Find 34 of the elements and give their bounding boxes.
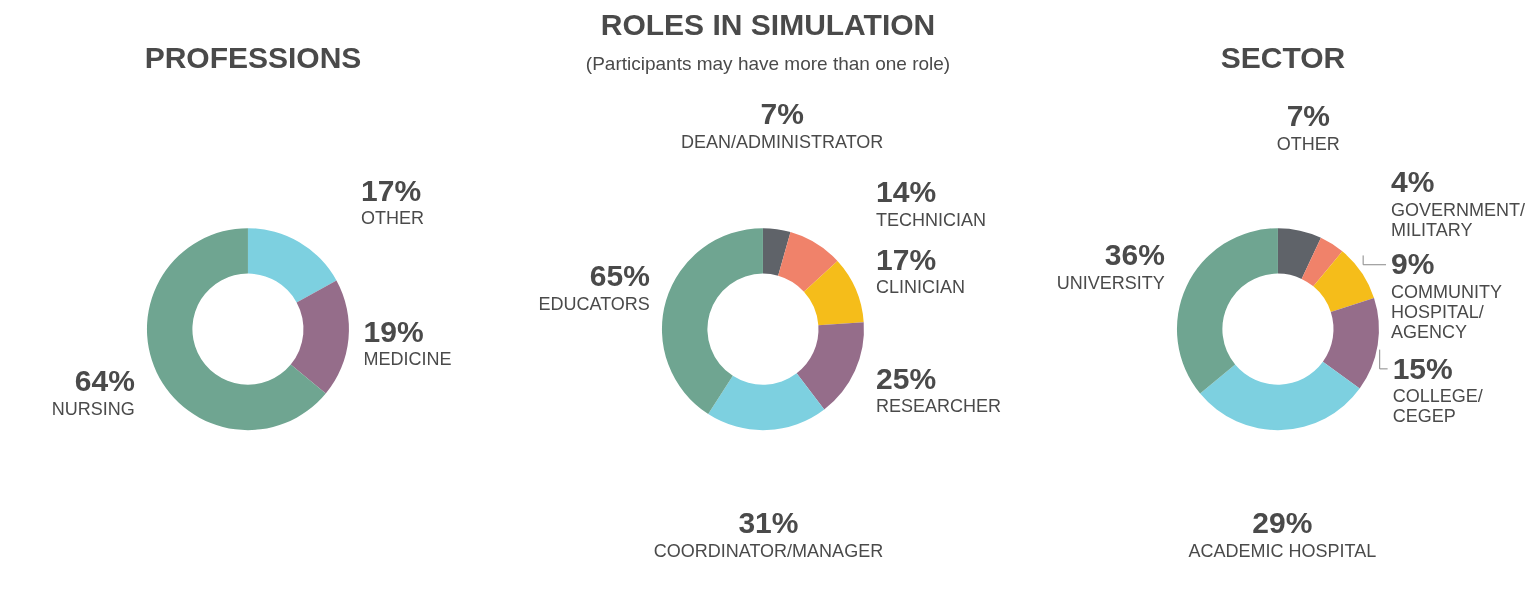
slice-label: NURSING: [51, 398, 135, 419]
slice-label: EDUCATORS: [538, 293, 650, 314]
slice-label: ACADEMIC HOSPITAL: [1188, 541, 1377, 562]
slice-label: TECHNICIAN: [876, 209, 987, 230]
slice-label: COMMUNITY HOSPITAL/ AGENCY: [1391, 282, 1503, 343]
data-label: 29%: [1252, 506, 1313, 540]
slice-label: OTHER: [361, 208, 425, 229]
slice-label: COLLEGE/ CEGEP: [1392, 386, 1483, 427]
slice-label: UNIVERSITY: [1056, 272, 1165, 293]
slice-label: COORDINATOR/MANAGER: [653, 541, 884, 562]
slice-label: DEAN/ADMINISTRATOR: [680, 131, 884, 152]
chart-title: PROFESSIONS: [144, 40, 362, 74]
data-label: 17%: [361, 173, 422, 207]
data-label: 19%: [363, 314, 424, 348]
data-label: 25%: [876, 361, 937, 395]
data-label: 14%: [876, 175, 937, 209]
data-label: 15%: [1392, 351, 1453, 385]
data-label: 64%: [74, 363, 135, 397]
chart-title: ROLES IN SIMULATION: [600, 7, 936, 41]
slice-label: RESEARCHER: [876, 396, 1002, 417]
chart-title: SECTOR: [1220, 40, 1346, 74]
chart-subtitle: (Participants may have more than one role): [585, 52, 951, 74]
slice-label: MEDICINE: [363, 349, 452, 370]
slice-label: GOVERNMENT/ MILITARY: [1391, 199, 1526, 240]
data-label: 9%: [1391, 247, 1435, 281]
data-label: 7%: [760, 96, 804, 130]
data-label: 7%: [1286, 99, 1331, 133]
data-label: 4%: [1391, 165, 1435, 199]
slice-label: OTHER: [1276, 134, 1340, 155]
slice-label: CLINICIAN: [876, 277, 966, 298]
data-label: 65%: [589, 259, 650, 293]
data-label: 17%: [876, 242, 937, 276]
data-label: 36%: [1104, 237, 1165, 271]
data-label: 31%: [738, 506, 799, 540]
